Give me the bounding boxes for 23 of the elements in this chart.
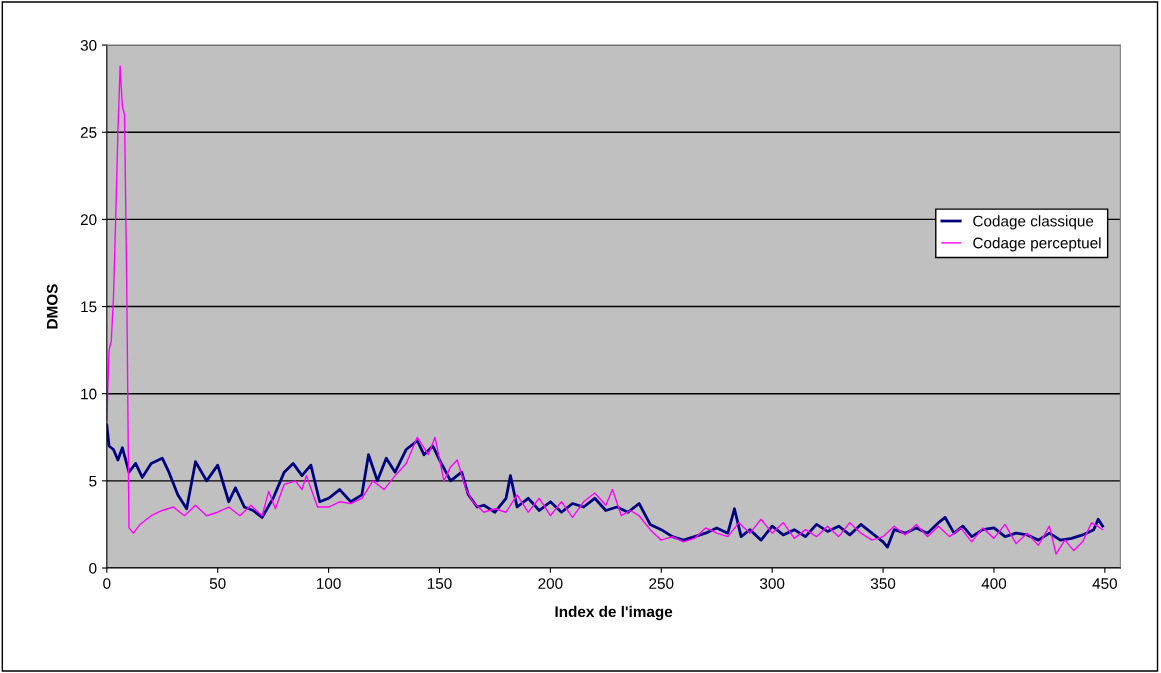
x-tick-label: 50	[209, 578, 226, 589]
line-series	[106, 65, 1104, 555]
x-tick-label: 300	[760, 578, 785, 589]
x-tick-label: 450	[1092, 578, 1117, 589]
y-tick-label: 15	[81, 301, 97, 313]
x-axis-title: Index de l'image	[555, 605, 673, 621]
x-tick-label: 100	[317, 578, 341, 589]
y-tick-label: 0	[89, 562, 97, 574]
x-tick-label: 250	[649, 578, 674, 589]
x-tick-label: 200	[538, 578, 563, 589]
legend-label: Codage classique	[973, 215, 1094, 230]
x-tick-label: 400	[981, 578, 1007, 589]
y-tick-label: 10	[81, 388, 97, 400]
y-axis-title: DMOS	[46, 284, 58, 329]
line-series	[106, 423, 1105, 549]
y-tick-label: 5	[89, 475, 97, 487]
y-tick-label: 25	[80, 127, 97, 138]
legend-label: Codage perceptuel	[973, 237, 1101, 252]
y-tick-label: 30	[80, 39, 97, 51]
x-tick-label: 0	[103, 578, 111, 589]
y-tick-label: 20	[80, 214, 97, 226]
x-tick-label: 150	[427, 578, 452, 589]
x-tick-label: 350	[870, 578, 896, 589]
